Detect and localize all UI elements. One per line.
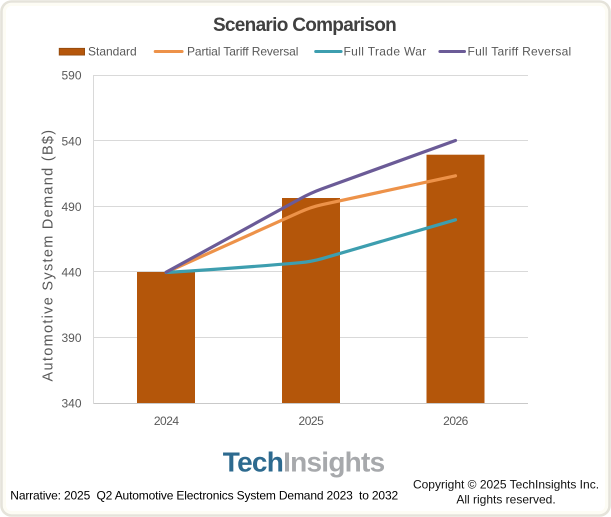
svg-text:Copyright © 2025 TechInsights: Copyright © 2025 TechInsights Inc. [413, 478, 599, 492]
svg-text:540: 540 [61, 134, 81, 148]
svg-text:Automotive System Demand (B$): Automotive System Demand (B$) [41, 129, 57, 382]
svg-text:2026: 2026 [443, 414, 469, 428]
svg-text:TechInsights: TechInsights [223, 446, 385, 477]
svg-text:All rights reserved.: All rights reserved. [456, 493, 555, 507]
svg-text:Narrative: 2025 Q2 Automotive: Narrative: 2025 Q2 Automotive Electronic… [10, 489, 398, 503]
svg-text:340: 340 [61, 397, 81, 411]
svg-text:Full Trade War: Full Trade War [344, 45, 427, 59]
svg-text:Full Tariff Reversal: Full Tariff Reversal [468, 45, 572, 59]
svg-text:390: 390 [61, 331, 81, 345]
svg-text:2025: 2025 [299, 414, 325, 428]
svg-text:Standard: Standard [88, 45, 137, 59]
svg-text:590: 590 [61, 69, 81, 83]
svg-text:490: 490 [61, 200, 81, 214]
svg-text:Partial Tariff Reversal: Partial Tariff Reversal [187, 45, 298, 59]
svg-text:440: 440 [61, 265, 81, 279]
svg-text:Scenario Comparison: Scenario Comparison [213, 15, 396, 36]
svg-text:2024: 2024 [154, 414, 180, 428]
